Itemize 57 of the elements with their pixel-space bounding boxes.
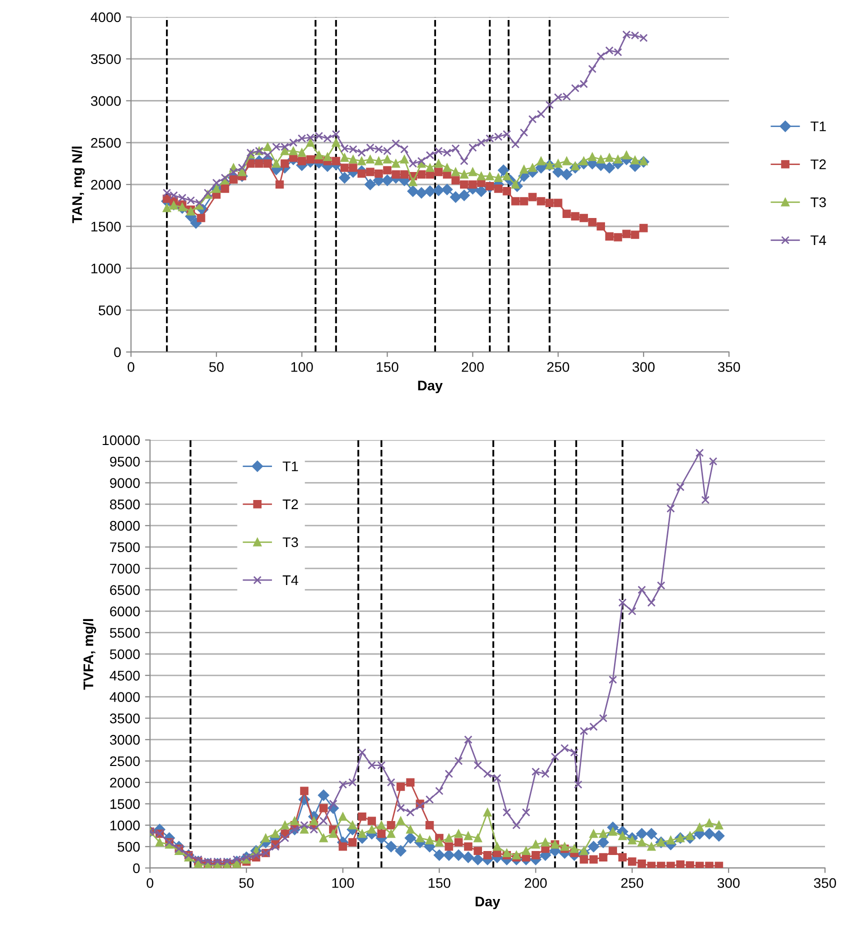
y-tick-label: 3000	[110, 734, 140, 745]
y-tick-label: 1500	[110, 799, 140, 809]
y-axis-title: TAN, mg N/l	[72, 146, 85, 224]
y-tick-label: 0	[133, 863, 140, 874]
y-tick-label: 7500	[110, 542, 140, 552]
y-tick-label: 9500	[110, 456, 140, 467]
legend-label: T1	[282, 462, 298, 472]
x-tick-label: 300	[718, 878, 740, 888]
x-tick-label: 350	[718, 362, 740, 372]
x-tick-label: 250	[547, 362, 570, 372]
y-tick-label: 2000	[110, 778, 140, 788]
y-tick-label: 8000	[110, 520, 140, 531]
x-tick-label: 200	[462, 362, 484, 372]
y-tick-label: 3500	[90, 54, 121, 64]
y-tick-label: 2500	[91, 138, 121, 148]
y-tick-label: 1500	[91, 222, 121, 232]
x-tick-label: 350	[814, 878, 836, 888]
y-axis-title: TVFA, mg/l	[83, 619, 96, 690]
legend-label: T3	[810, 197, 826, 208]
y-tick-label: 4000	[110, 692, 140, 702]
x-tick-label: 0	[146, 878, 154, 888]
y-tick-label: 500	[118, 842, 140, 852]
x-tick-label: 150	[428, 878, 450, 888]
y-tick-label: 6000	[110, 606, 140, 616]
x-tick-label: 300	[632, 362, 655, 372]
y-tick-label: 1000	[110, 820, 140, 830]
y-tick-label: 0	[114, 347, 121, 358]
legend-label: T1	[810, 122, 826, 132]
y-tick-label: 3500	[110, 714, 140, 724]
y-tick-label: 2000	[91, 180, 121, 190]
x-tick-label: 50	[239, 878, 254, 888]
y-tick-label: 3000	[90, 96, 121, 106]
y-tick-label: 2500	[110, 756, 140, 766]
legend-label: T4	[282, 575, 298, 585]
legend-label: T4	[810, 235, 826, 246]
x-tick-label: 250	[621, 878, 644, 888]
y-tick-label: 4000	[90, 12, 121, 22]
y-tick-label: 500	[98, 305, 121, 316]
x-tick-label: 200	[524, 878, 547, 888]
legend-label: T3	[282, 537, 298, 548]
x-tick-label: 50	[209, 362, 224, 372]
y-tick-label: 10000	[102, 435, 140, 446]
y-tick-label: 9000	[110, 478, 140, 488]
y-tick-label: 7000	[110, 564, 140, 574]
x-axis-title: Day	[418, 380, 443, 394]
y-tick-label: 8500	[110, 500, 140, 510]
x-tick-label: 100	[332, 878, 354, 888]
legend-label: T2	[810, 159, 826, 170]
y-tick-label: 5500	[110, 628, 140, 638]
legend-label: T2	[282, 499, 298, 510]
x-tick-label: 100	[291, 362, 313, 372]
x-axis-title: Day	[476, 896, 500, 910]
y-tick-label: 5000	[110, 649, 140, 660]
y-tick-label: 1000	[91, 264, 121, 274]
y-tick-label: 6500	[110, 585, 140, 595]
x-tick-label: 150	[376, 362, 398, 372]
y-tick-label: 4500	[110, 670, 140, 681]
